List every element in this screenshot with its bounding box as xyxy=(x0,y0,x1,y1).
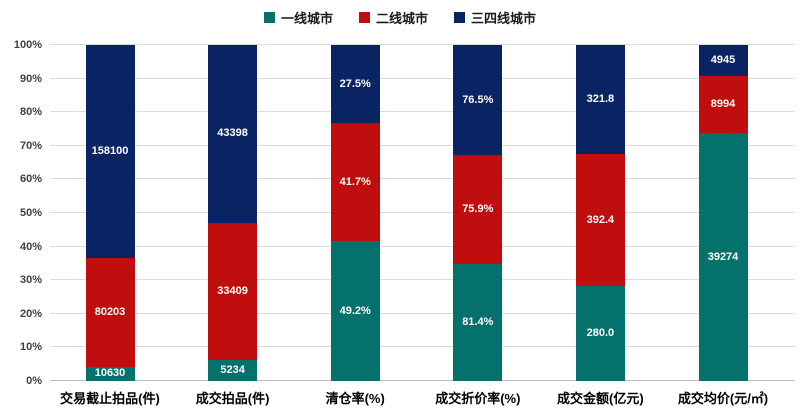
bar-0: 10630 80203 158100 xyxy=(85,45,135,381)
chart-legend: 一线城市 二线城市 三四线城市 xyxy=(0,8,800,27)
bar-segment-三四线城市: 43398 xyxy=(208,45,258,223)
bar-segment-三四线城市: 4945 xyxy=(698,45,748,77)
bar-segment-三四线城市: 158100 xyxy=(85,45,135,259)
gridline xyxy=(50,245,795,247)
bar-3: 81.4% 75.9% 76.5% xyxy=(453,45,503,381)
data-label: 392.4 xyxy=(586,213,615,226)
gridline xyxy=(50,77,795,79)
data-label: 75.9% xyxy=(462,203,494,215)
x-category-label: 成交拍品(件) xyxy=(195,391,270,406)
plot-area: 10630 80203 158100 5234 33409 43398 49.2% 41.7%… xyxy=(50,44,795,381)
data-label: 33409 xyxy=(217,284,248,297)
x-axis-line xyxy=(50,380,795,381)
legend-item-0: 一线城市 xyxy=(263,8,333,27)
data-label: 81.4% xyxy=(462,316,494,329)
data-label: 41.7% xyxy=(339,175,371,188)
y-tick-label: 30% xyxy=(19,274,42,287)
data-label: 4945 xyxy=(710,54,736,67)
y-tick-label: 50% xyxy=(19,207,42,219)
data-label: 39274 xyxy=(707,250,739,263)
bar-5: 39274 8994 4945 xyxy=(698,45,748,381)
y-tick-label: 90% xyxy=(19,72,42,85)
x-category-label: 成交金额(亿元) xyxy=(557,391,644,406)
x-category-label: 成交折价率(%) xyxy=(435,391,521,406)
data-label: 80203 xyxy=(94,306,126,319)
bar-segment-一线城市: 39274 xyxy=(698,133,748,381)
x-category-label: 交易截止拍品(件) xyxy=(60,391,160,406)
bar-segment-二线城市: 41.7% xyxy=(330,123,380,242)
gridline xyxy=(50,44,795,45)
y-tick-label: 40% xyxy=(19,240,42,253)
bar-segment-一线城市: 280.0 xyxy=(575,286,625,381)
x-category-label: 清仓率(%) xyxy=(325,391,385,406)
y-tick-label: 60% xyxy=(19,173,42,186)
data-label: 27.5% xyxy=(339,77,371,90)
data-label: 158100 xyxy=(91,145,129,158)
gridline xyxy=(50,312,795,314)
bar-segment-三四线城市: 27.5% xyxy=(330,45,380,124)
data-label: 76.5% xyxy=(462,93,494,106)
data-label: 321.8 xyxy=(586,92,615,105)
legend-item-1: 二线城市 xyxy=(358,8,428,27)
legend-item-2: 三四线城市 xyxy=(454,8,536,27)
data-label: 5234 xyxy=(220,363,245,376)
bar-segment-一线城市: 49.2% xyxy=(330,241,380,381)
bar-4: 280.0 392.4 321.8 xyxy=(575,45,625,381)
gridline xyxy=(50,279,795,281)
gridline xyxy=(50,212,795,213)
data-label: 43398 xyxy=(217,127,248,140)
bar-segment-三四线城市: 321.8 xyxy=(575,45,625,154)
data-label: 10630 xyxy=(94,367,126,380)
bar-segment-三四线城市: 76.5% xyxy=(453,45,503,155)
legend-label: 二线城市 xyxy=(375,11,428,26)
y-tick-label: 100% xyxy=(13,39,42,51)
bar-segment-二线城市: 33409 xyxy=(208,222,258,360)
bar-1: 5234 33409 43398 xyxy=(208,45,258,381)
bar-segment-一线城市: 5234 xyxy=(208,359,258,381)
legend-label: 三四线城市 xyxy=(471,11,537,26)
gridline xyxy=(50,346,795,348)
legend-swatch-icon xyxy=(263,12,275,23)
bar-segment-二线城市: 8994 xyxy=(698,76,748,134)
gridline xyxy=(50,144,795,146)
y-tick-label: 20% xyxy=(19,307,42,320)
y-tick-label: 10% xyxy=(19,341,42,354)
data-label: 8994 xyxy=(710,98,736,111)
bar-segment-二线城市: 80203 xyxy=(85,258,135,367)
y-tick-label: 0% xyxy=(26,375,42,387)
bar-2: 49.2% 41.7% 27.5% xyxy=(330,45,380,381)
bar-segment-一线城市: 81.4% xyxy=(453,264,503,381)
bar-segment-二线城市: 392.4 xyxy=(575,153,625,287)
x-category-label: 成交均价(元/㎡) xyxy=(677,391,769,406)
data-label: 280.0 xyxy=(586,327,615,340)
data-label: 49.2% xyxy=(339,304,371,317)
gridline xyxy=(50,178,795,180)
gridline xyxy=(50,111,795,113)
legend-swatch-icon xyxy=(454,12,465,23)
bar-segment-二线城市: 75.9% xyxy=(453,154,503,265)
bar-segment-一线城市: 10630 xyxy=(85,366,135,381)
y-tick-label: 80% xyxy=(19,106,42,119)
legend-swatch-icon xyxy=(358,12,370,23)
y-tick-label: 70% xyxy=(19,139,42,152)
legend-label: 一线城市 xyxy=(280,11,333,26)
